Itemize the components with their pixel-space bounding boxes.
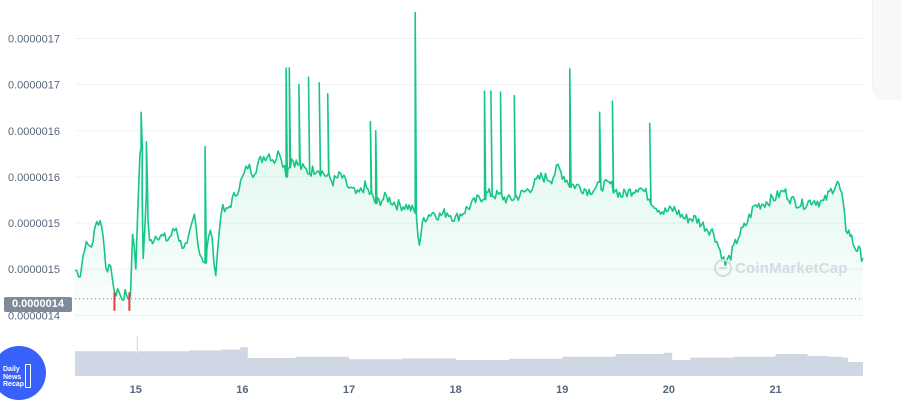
y-tick-label: 0.0000016 <box>8 126 60 138</box>
coinmarketcap-watermark: CoinMarketCap <box>714 259 848 277</box>
price-area <box>74 11 864 320</box>
x-tick-label: 20 <box>663 384 675 396</box>
side-panel <box>872 0 902 100</box>
volume-bars <box>75 336 863 376</box>
y-tick-label: 0.0000016 <box>8 172 60 184</box>
x-axis: 15 16 17 18 19 20 21 <box>130 384 782 396</box>
price-area-fill <box>75 12 863 320</box>
y-tick-label: 0.0000017 <box>8 33 60 45</box>
y-tick-label: 0.0000015 <box>8 264 60 276</box>
x-tick-label: 19 <box>556 384 568 396</box>
y-tick-label: 0.0000014 <box>8 310 60 322</box>
y-tick-label: 0.0000017 <box>8 80 60 92</box>
y-tick-label: 0.0000015 <box>8 218 60 230</box>
x-tick-label: 17 <box>343 384 355 396</box>
watermark-text: CoinMarketCap <box>735 259 848 277</box>
x-tick-label: 16 <box>236 384 248 396</box>
x-tick-label: 15 <box>130 384 142 396</box>
x-tick-label: 21 <box>769 384 781 396</box>
recap-label: Daily News Recap <box>3 366 25 388</box>
current-price-tag: 0.0000014 <box>4 297 72 312</box>
coinmarketcap-logo-icon <box>714 259 732 277</box>
price-line <box>74 11 864 301</box>
film-icon <box>25 364 31 388</box>
volume-area <box>75 336 863 376</box>
daily-news-recap-button[interactable]: Daily News Recap <box>0 346 46 400</box>
y-axis: 0.0000017 0.0000017 0.0000016 0.0000016 0.00… <box>8 33 60 322</box>
x-tick-label: 18 <box>450 384 462 396</box>
